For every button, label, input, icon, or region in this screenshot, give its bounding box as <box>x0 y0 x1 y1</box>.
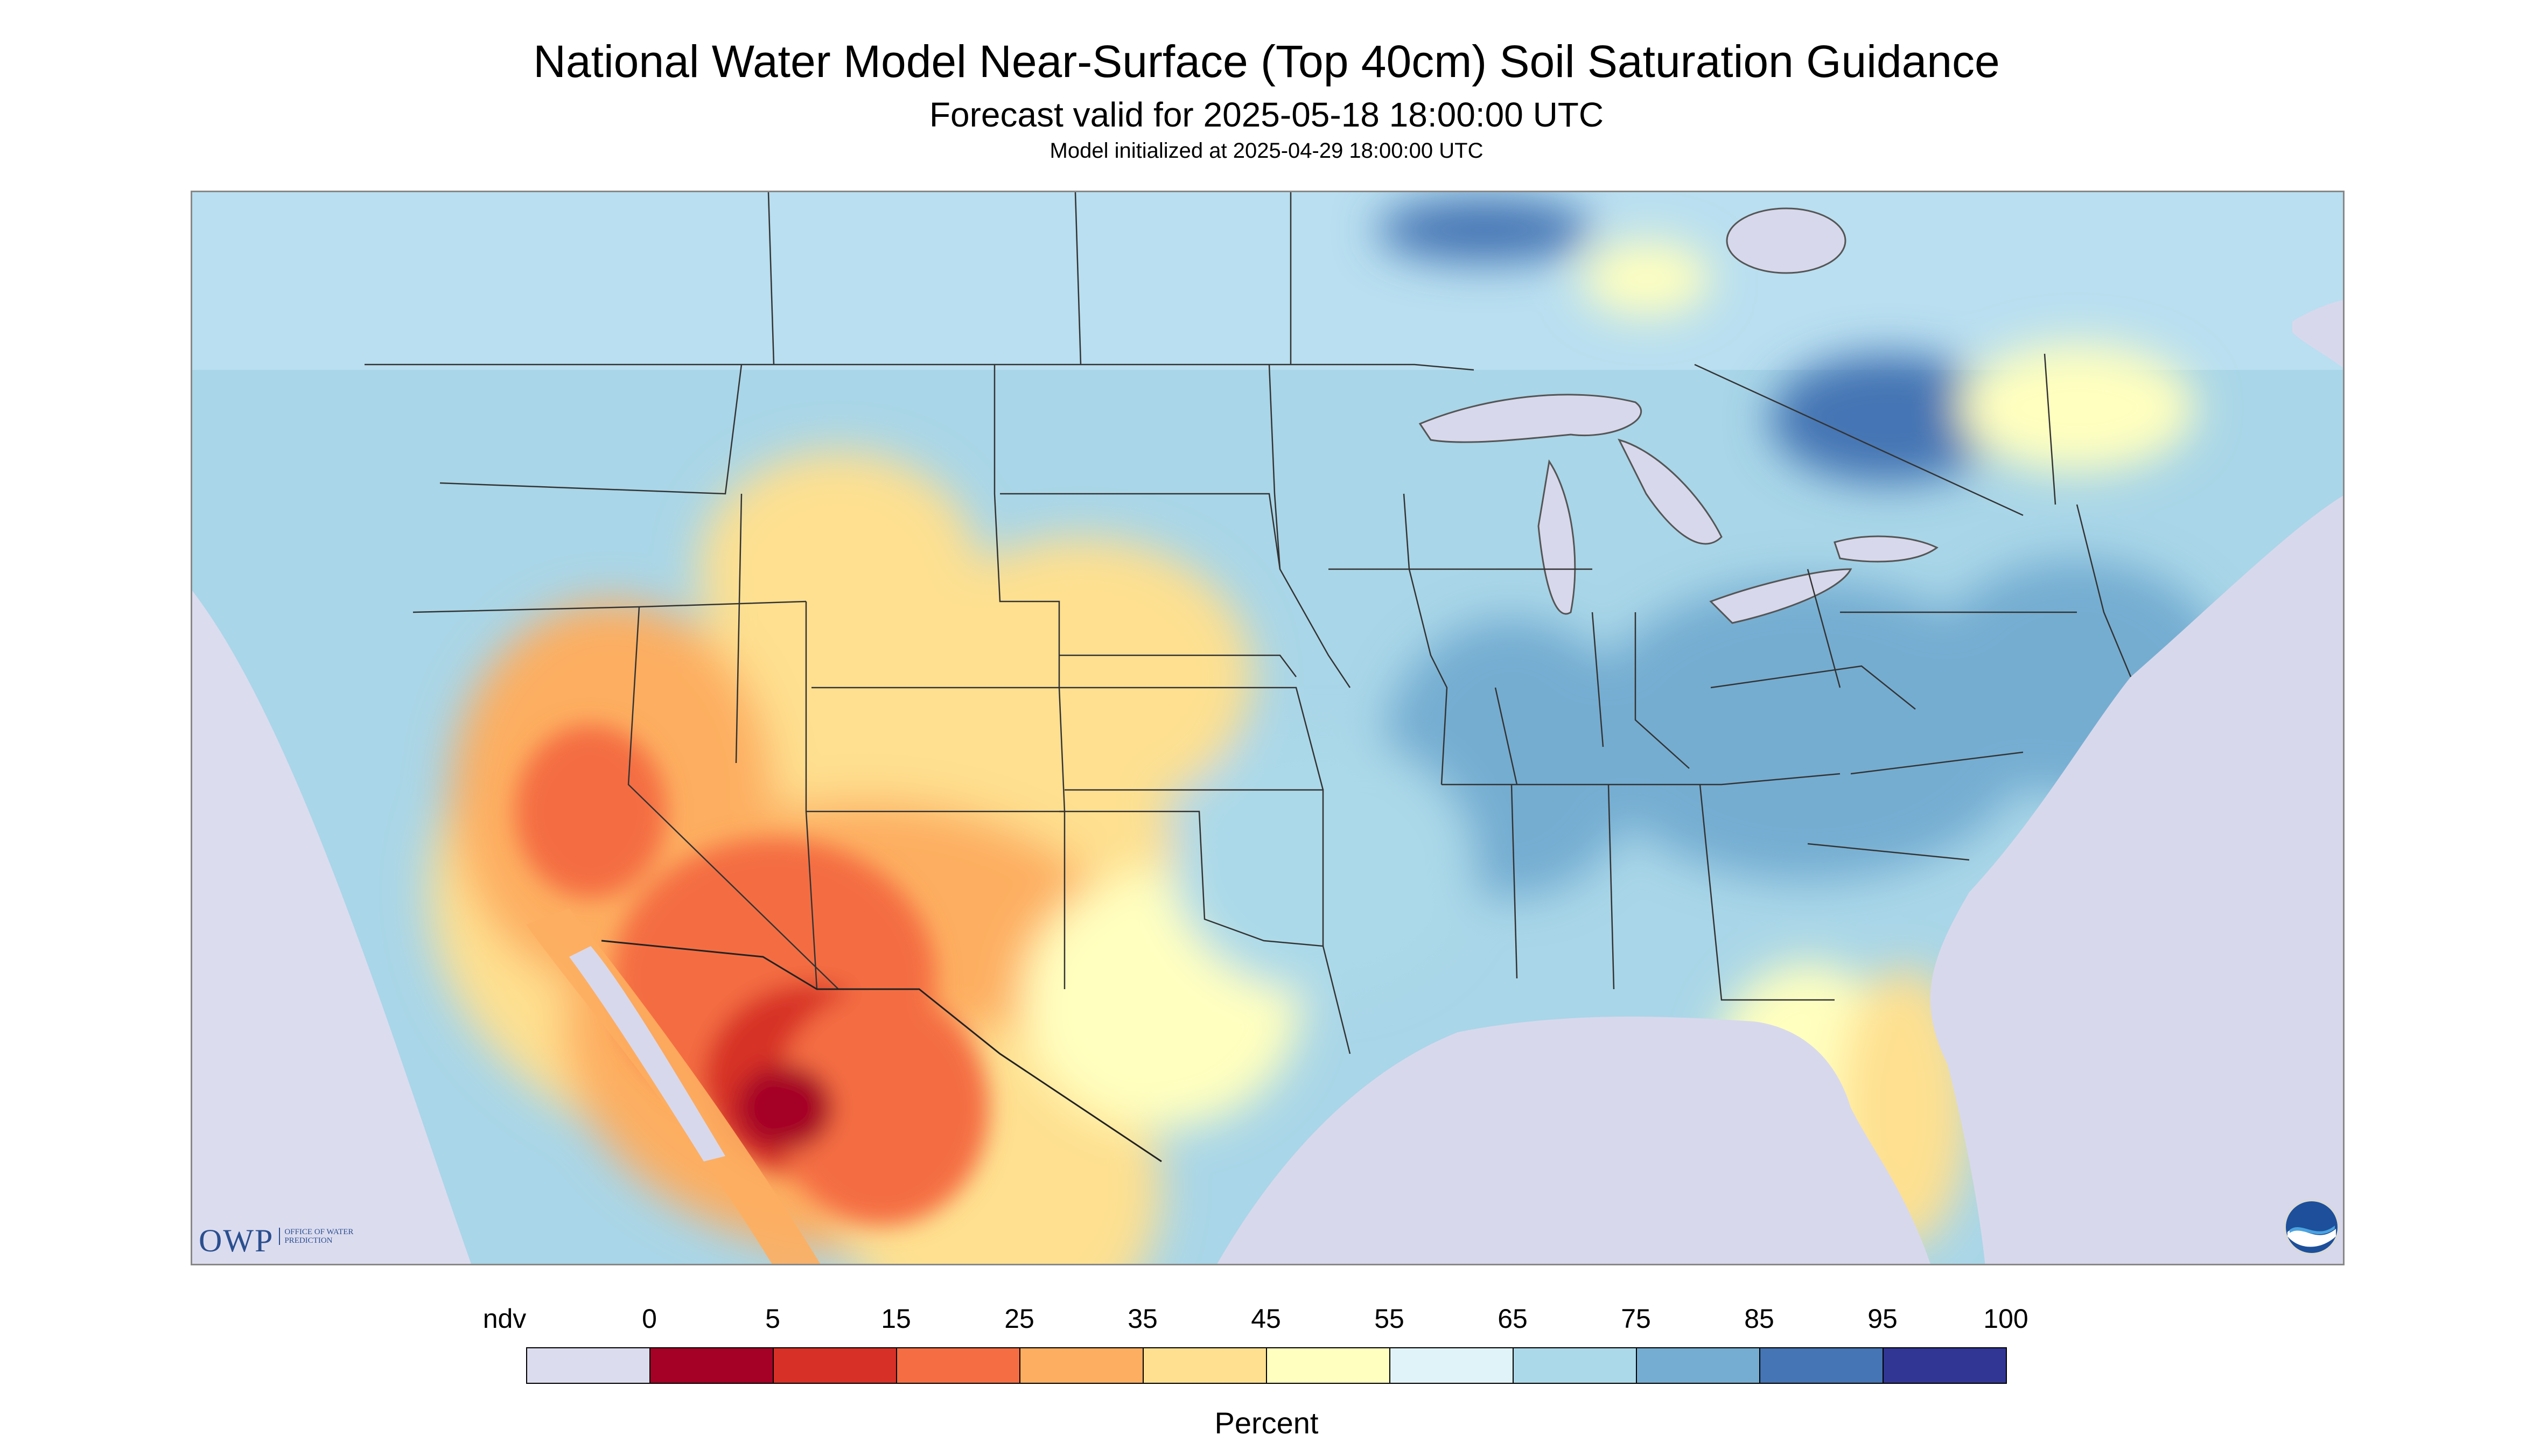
legend-label: 75 <box>1621 1304 1651 1334</box>
legend-swatch <box>1636 1347 1760 1384</box>
legend-label: 55 <box>1374 1304 1404 1334</box>
legend-label: 5 <box>765 1304 780 1334</box>
legend-label: 15 <box>881 1304 911 1334</box>
legend-label: 65 <box>1498 1304 1528 1334</box>
gulf-of-california <box>569 946 725 1161</box>
map-title: National Water Model Near-Surface (Top 4… <box>533 36 2000 87</box>
political-borders <box>365 192 2132 1054</box>
model-init-line: Model initialized at 2025-04-29 18:00:00… <box>1049 139 1484 163</box>
legend-swatch <box>1759 1347 1884 1384</box>
legend-label: 0 <box>642 1304 657 1334</box>
atlantic-ocean <box>1930 495 2343 1264</box>
owp-logo-subtext: OFFICE OF WATER PREDICTION <box>279 1228 354 1245</box>
legend-swatch <box>773 1347 897 1384</box>
legend-swatch <box>1883 1347 2007 1384</box>
legend-swatch <box>896 1347 1020 1384</box>
map-canvas <box>192 192 2343 1264</box>
legend-swatch <box>649 1347 774 1384</box>
legend-label: 95 <box>1867 1304 1898 1334</box>
legend-label: 35 <box>1128 1304 1158 1334</box>
legend-colorbar <box>526 1347 2007 1384</box>
noaa-logo <box>2283 1199 2340 1258</box>
legend-label: 45 <box>1251 1304 1281 1334</box>
legend-swatch <box>1019 1347 1144 1384</box>
legend-swatch <box>1513 1347 1637 1384</box>
legend-label: ndv <box>482 1304 527 1334</box>
gulf-of-mexico <box>1217 1017 1930 1264</box>
forecast-valid-subtitle: Forecast valid for 2025-05-18 18:00:00 U… <box>929 95 1604 134</box>
legend-label: 100 <box>1983 1304 2028 1334</box>
legend-swatch <box>1266 1347 1390 1384</box>
legend-swatch <box>1143 1347 1267 1384</box>
legend-swatch <box>1389 1347 1514 1384</box>
legend-swatch <box>526 1347 650 1384</box>
owp-logo: OWP OFFICE OF WATER PREDICTION <box>199 1222 354 1259</box>
great-lakes <box>1418 394 1939 624</box>
legend-unit: Percent <box>1214 1406 1319 1440</box>
legend-label: 85 <box>1744 1304 1774 1334</box>
legend-label: 25 <box>1004 1304 1034 1334</box>
soil-saturation-map <box>191 191 2345 1265</box>
owp-logo-text: OWP <box>199 1223 274 1258</box>
legend-labels: ndv 0 5 15 25 35 45 55 65 75 85 95 100 <box>0 1303 2533 1341</box>
